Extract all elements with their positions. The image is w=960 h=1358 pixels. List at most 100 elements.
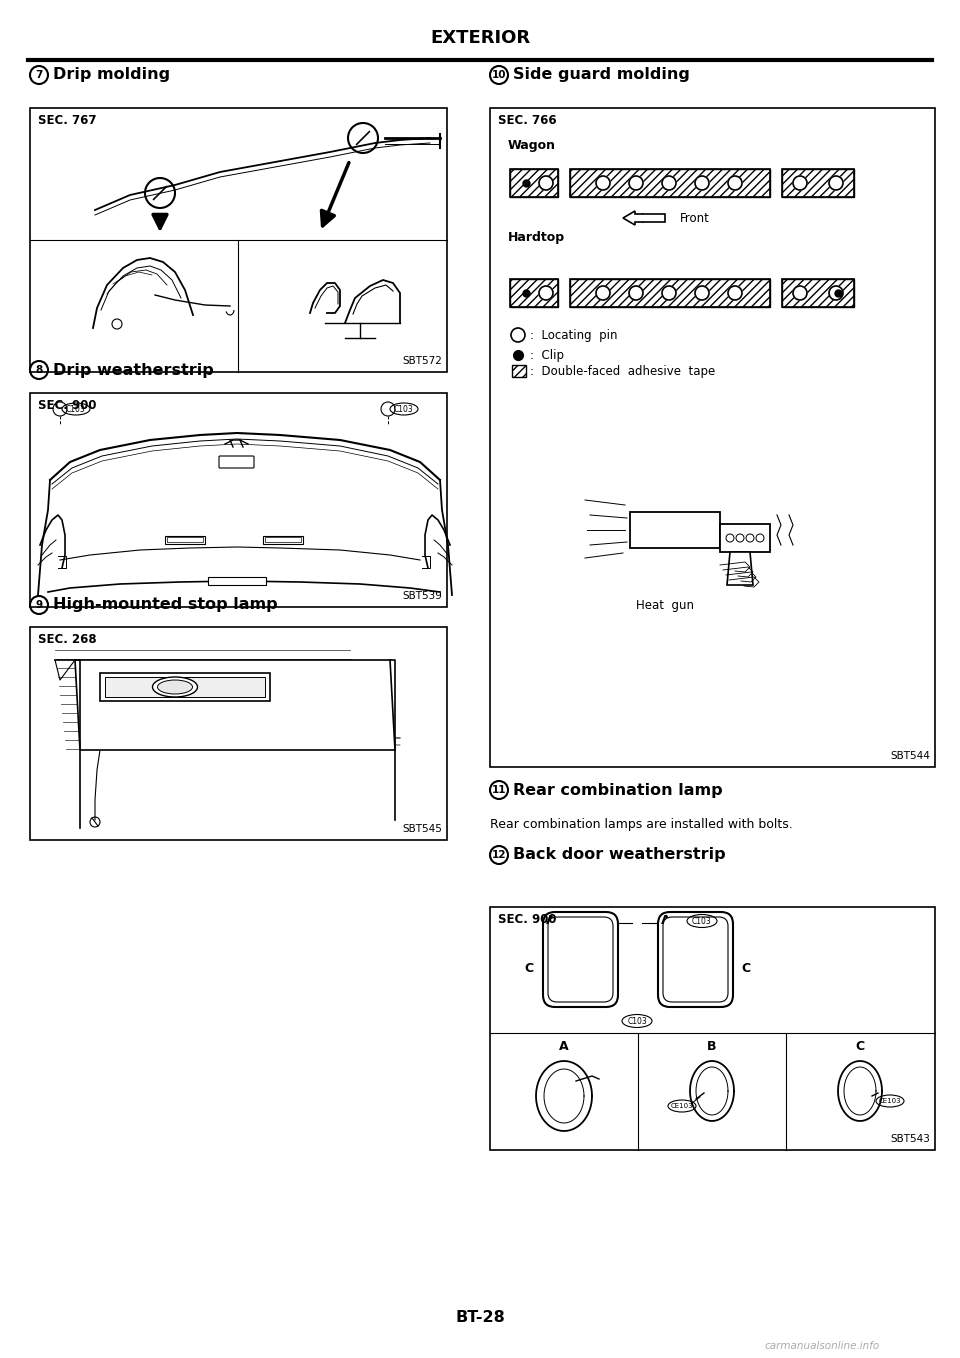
Text: 12: 12 bbox=[492, 850, 506, 860]
Text: Heat  gun: Heat gun bbox=[636, 599, 694, 611]
Bar bbox=[510, 278, 558, 307]
Text: C103: C103 bbox=[395, 405, 414, 413]
Bar bbox=[165, 536, 205, 545]
Circle shape bbox=[728, 287, 742, 300]
Text: C103: C103 bbox=[692, 917, 712, 926]
Text: Drip molding: Drip molding bbox=[53, 68, 170, 83]
Circle shape bbox=[539, 287, 553, 300]
Bar bbox=[265, 536, 301, 542]
Ellipse shape bbox=[153, 678, 198, 697]
Text: SEC. 900: SEC. 900 bbox=[498, 913, 557, 926]
Bar bbox=[510, 278, 558, 307]
Text: SBT544: SBT544 bbox=[890, 751, 930, 760]
Text: EXTERIOR: EXTERIOR bbox=[430, 29, 530, 48]
Circle shape bbox=[829, 177, 843, 190]
Bar bbox=[570, 168, 770, 197]
Bar bbox=[105, 678, 265, 697]
FancyBboxPatch shape bbox=[663, 917, 728, 1002]
Circle shape bbox=[793, 287, 807, 300]
Text: Wagon: Wagon bbox=[508, 140, 556, 152]
Text: SBT545: SBT545 bbox=[402, 824, 442, 834]
Text: 7: 7 bbox=[36, 71, 42, 80]
Bar bbox=[570, 278, 770, 307]
Bar bbox=[510, 168, 558, 197]
Bar bbox=[167, 536, 203, 542]
Bar bbox=[490, 109, 935, 767]
FancyBboxPatch shape bbox=[658, 913, 733, 1008]
Bar bbox=[630, 512, 720, 549]
Bar bbox=[512, 365, 526, 378]
Bar bbox=[510, 168, 558, 197]
Bar bbox=[30, 109, 447, 372]
Text: SEC. 268: SEC. 268 bbox=[38, 633, 97, 646]
Circle shape bbox=[629, 177, 643, 190]
Bar bbox=[720, 524, 770, 551]
Text: B: B bbox=[580, 959, 589, 971]
Text: :  Locating  pin: : Locating pin bbox=[530, 329, 617, 341]
FancyBboxPatch shape bbox=[219, 456, 254, 469]
Bar bbox=[570, 168, 770, 197]
Circle shape bbox=[662, 177, 676, 190]
Text: C: C bbox=[855, 1040, 865, 1054]
Bar bbox=[100, 674, 270, 701]
Bar bbox=[30, 627, 447, 841]
Circle shape bbox=[511, 329, 525, 342]
FancyBboxPatch shape bbox=[543, 913, 618, 1008]
Circle shape bbox=[695, 177, 709, 190]
Text: C: C bbox=[741, 961, 751, 975]
Circle shape bbox=[629, 287, 643, 300]
Text: A: A bbox=[661, 914, 671, 928]
Bar bbox=[782, 168, 854, 197]
Text: SBT543: SBT543 bbox=[890, 1134, 930, 1143]
Text: CE103: CE103 bbox=[878, 1099, 901, 1104]
Text: CE103: CE103 bbox=[671, 1103, 693, 1109]
Text: 9: 9 bbox=[36, 600, 42, 610]
Text: Rear combination lamp: Rear combination lamp bbox=[513, 782, 723, 797]
Circle shape bbox=[596, 287, 610, 300]
Bar bbox=[570, 278, 770, 307]
Text: 11: 11 bbox=[492, 785, 506, 794]
Text: Side guard molding: Side guard molding bbox=[513, 68, 690, 83]
Circle shape bbox=[695, 287, 709, 300]
Circle shape bbox=[793, 177, 807, 190]
Text: SBT539: SBT539 bbox=[402, 591, 442, 602]
Bar bbox=[263, 536, 303, 545]
Text: C103: C103 bbox=[627, 1017, 647, 1025]
Circle shape bbox=[829, 287, 843, 300]
Text: Back door weatherstrip: Back door weatherstrip bbox=[513, 847, 726, 862]
Bar bbox=[782, 278, 854, 307]
Bar bbox=[208, 577, 266, 585]
Text: Drip weatherstrip: Drip weatherstrip bbox=[53, 363, 214, 378]
Text: High-mounted stop lamp: High-mounted stop lamp bbox=[53, 598, 277, 612]
Text: A: A bbox=[546, 914, 556, 928]
Text: SBT572: SBT572 bbox=[402, 356, 442, 367]
Text: :  Double-faced  adhesive  tape: : Double-faced adhesive tape bbox=[530, 364, 715, 378]
Text: Rear combination lamps are installed with bolts.: Rear combination lamps are installed wit… bbox=[490, 818, 793, 831]
Text: BT-28: BT-28 bbox=[455, 1310, 505, 1325]
Ellipse shape bbox=[157, 680, 193, 694]
Text: SEC. 900: SEC. 900 bbox=[38, 399, 97, 411]
Text: Hardtop: Hardtop bbox=[508, 231, 565, 244]
Polygon shape bbox=[75, 660, 395, 750]
Text: C: C bbox=[524, 961, 534, 975]
Text: Front: Front bbox=[680, 212, 709, 224]
Circle shape bbox=[728, 177, 742, 190]
Text: SEC. 766: SEC. 766 bbox=[498, 114, 557, 128]
Bar bbox=[782, 278, 854, 307]
Text: B: B bbox=[708, 1040, 717, 1054]
Text: :  Clip: : Clip bbox=[530, 349, 564, 361]
Bar bbox=[490, 907, 935, 1150]
FancyArrow shape bbox=[623, 210, 665, 225]
Circle shape bbox=[596, 177, 610, 190]
Text: carmanualsonline.info: carmanualsonline.info bbox=[765, 1340, 880, 1351]
Circle shape bbox=[539, 177, 553, 190]
FancyBboxPatch shape bbox=[548, 917, 613, 1002]
Text: 10: 10 bbox=[492, 71, 506, 80]
Text: 8: 8 bbox=[36, 365, 42, 375]
Text: A: A bbox=[559, 1040, 569, 1054]
Bar bbox=[30, 392, 447, 607]
Circle shape bbox=[662, 287, 676, 300]
Bar bbox=[782, 168, 854, 197]
Text: SEC. 767: SEC. 767 bbox=[38, 114, 97, 128]
Text: C103: C103 bbox=[66, 405, 85, 413]
